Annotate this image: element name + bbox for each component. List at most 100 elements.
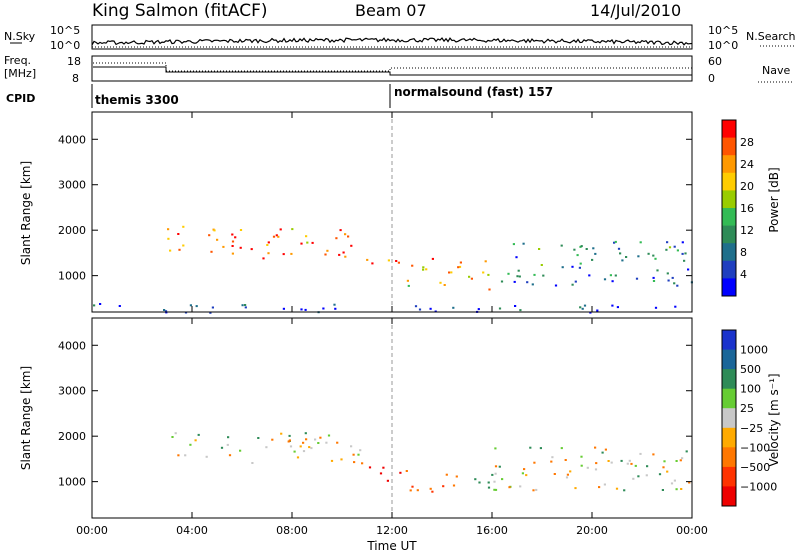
- ytick-label: 1000: [58, 270, 86, 283]
- scatter-cell: [422, 268, 425, 271]
- scatter-cell: [311, 241, 314, 244]
- scatter-cell: [387, 259, 390, 262]
- scatter-cell: [526, 281, 529, 284]
- scatter-cell: [99, 303, 102, 305]
- scatter-cell: [611, 304, 614, 307]
- xtick-label: 04:00: [176, 524, 208, 537]
- velocity-colorbar: 1000 500 100 25 −25 −100 −500 −1000: [721, 329, 777, 507]
- scatter-cell: [448, 271, 451, 274]
- scatter-cell: [361, 462, 364, 465]
- freq-panel: Freq. [MHz] 18 8 60 0 Nave: [4, 54, 794, 85]
- scatter-cell: [452, 484, 456, 487]
- scatter-cell: [305, 438, 308, 441]
- scatter-cell: [661, 489, 664, 491]
- colorbar-tick-label: 100: [740, 383, 761, 396]
- scatter-cell: [525, 474, 528, 477]
- scatter-cell: [227, 436, 230, 439]
- scatter-cell: [334, 307, 337, 310]
- scatter-cell: [291, 228, 294, 231]
- scatter-cell: [494, 488, 498, 491]
- scatter-cell: [617, 247, 621, 250]
- freq-trace: [93, 66, 692, 76]
- scatter-cell: [491, 473, 494, 476]
- scatter-cell: [239, 449, 242, 452]
- scatter-cell: [498, 465, 501, 468]
- scatter-cell: [683, 259, 686, 262]
- nsky-line: [91, 37, 693, 46]
- scatter-cell: [681, 241, 684, 244]
- scatter-cell: [406, 279, 409, 282]
- colorbar-swatch: [722, 190, 736, 209]
- scatter-cell: [646, 465, 649, 468]
- scatter-cell: [494, 472, 497, 475]
- scatter-cell: [615, 487, 619, 490]
- scatter-cell: [666, 470, 669, 473]
- scatter-cell: [386, 479, 389, 482]
- scatter-cell: [184, 454, 187, 457]
- colorbar-frame: [721, 119, 737, 297]
- scatter-cell: [628, 459, 631, 462]
- scatter-cell: [267, 241, 270, 244]
- scatter-cell: [322, 307, 325, 310]
- colorbar-swatch: [722, 369, 736, 390]
- scatter-cell: [177, 454, 180, 457]
- scatter-cell: [210, 250, 213, 253]
- scatter-cell: [282, 253, 285, 256]
- scatter-cell: [262, 257, 265, 260]
- noise-tick-high-left: 10^5: [50, 24, 80, 37]
- scatter-cell: [663, 460, 666, 463]
- scatter-cell: [290, 252, 293, 255]
- scatter-cell: [474, 478, 477, 481]
- scatter-cell: [422, 266, 425, 269]
- scatter-cell: [684, 252, 687, 255]
- scatter-cell: [442, 485, 445, 488]
- scatter-cell: [583, 304, 587, 307]
- scatter-cell: [484, 260, 487, 263]
- beam-title: Beam 07: [355, 1, 427, 20]
- scatter-cell: [610, 461, 613, 464]
- colorbar-swatch: [722, 486, 736, 507]
- nsearch-label: N.Search: [746, 30, 796, 43]
- scatter-cell: [594, 468, 598, 471]
- scatter-cell: [494, 465, 498, 468]
- ytick-label: 1000: [58, 476, 86, 489]
- scatter-cell: [182, 244, 185, 247]
- colorbar-tick-label: −500: [740, 461, 770, 474]
- scatter-cell: [662, 466, 665, 469]
- xtick-label: 20:00: [576, 524, 608, 537]
- scatter-cell: [487, 273, 490, 276]
- scatter-cell: [279, 228, 282, 231]
- scatter-cell: [665, 248, 668, 251]
- scatter-cell: [304, 308, 307, 311]
- scatter-cell: [517, 269, 520, 272]
- scatter-cell: [688, 481, 691, 484]
- scatter-cell: [306, 241, 309, 244]
- scatter-cell: [531, 283, 534, 286]
- scatter-cell: [595, 462, 598, 465]
- scatter-cell: [626, 462, 629, 465]
- scatter-cell: [395, 260, 398, 262]
- scatter-cell: [561, 266, 564, 269]
- scatter-cell: [267, 252, 270, 255]
- colorbar-swatch: [722, 349, 736, 370]
- scatter-cell: [614, 240, 617, 243]
- scatter-cell: [589, 311, 592, 314]
- scatter-cell: [666, 241, 669, 244]
- colorbar-tick-label: 28: [740, 136, 754, 149]
- scatter-cell: [314, 438, 317, 441]
- scatter-cell: [429, 307, 432, 310]
- scatter-cell: [596, 309, 599, 312]
- station-title: King Salmon (fitACF): [92, 1, 268, 21]
- scatter-cell: [540, 264, 543, 266]
- freq-tick-high: 18: [67, 55, 81, 68]
- scatter-cell: [670, 482, 674, 485]
- scatter-cell: [676, 284, 679, 287]
- scatter-cell: [169, 249, 172, 252]
- ytick-label: 2000: [58, 430, 86, 443]
- scatter-cell: [535, 488, 538, 491]
- scatter-cell: [553, 473, 556, 475]
- power-colorbar: 28 24 20 16 12 8 4: [721, 119, 754, 297]
- scatter-cell: [271, 438, 274, 441]
- scatter-cell: [350, 445, 353, 448]
- velocity-scatter: [171, 432, 691, 493]
